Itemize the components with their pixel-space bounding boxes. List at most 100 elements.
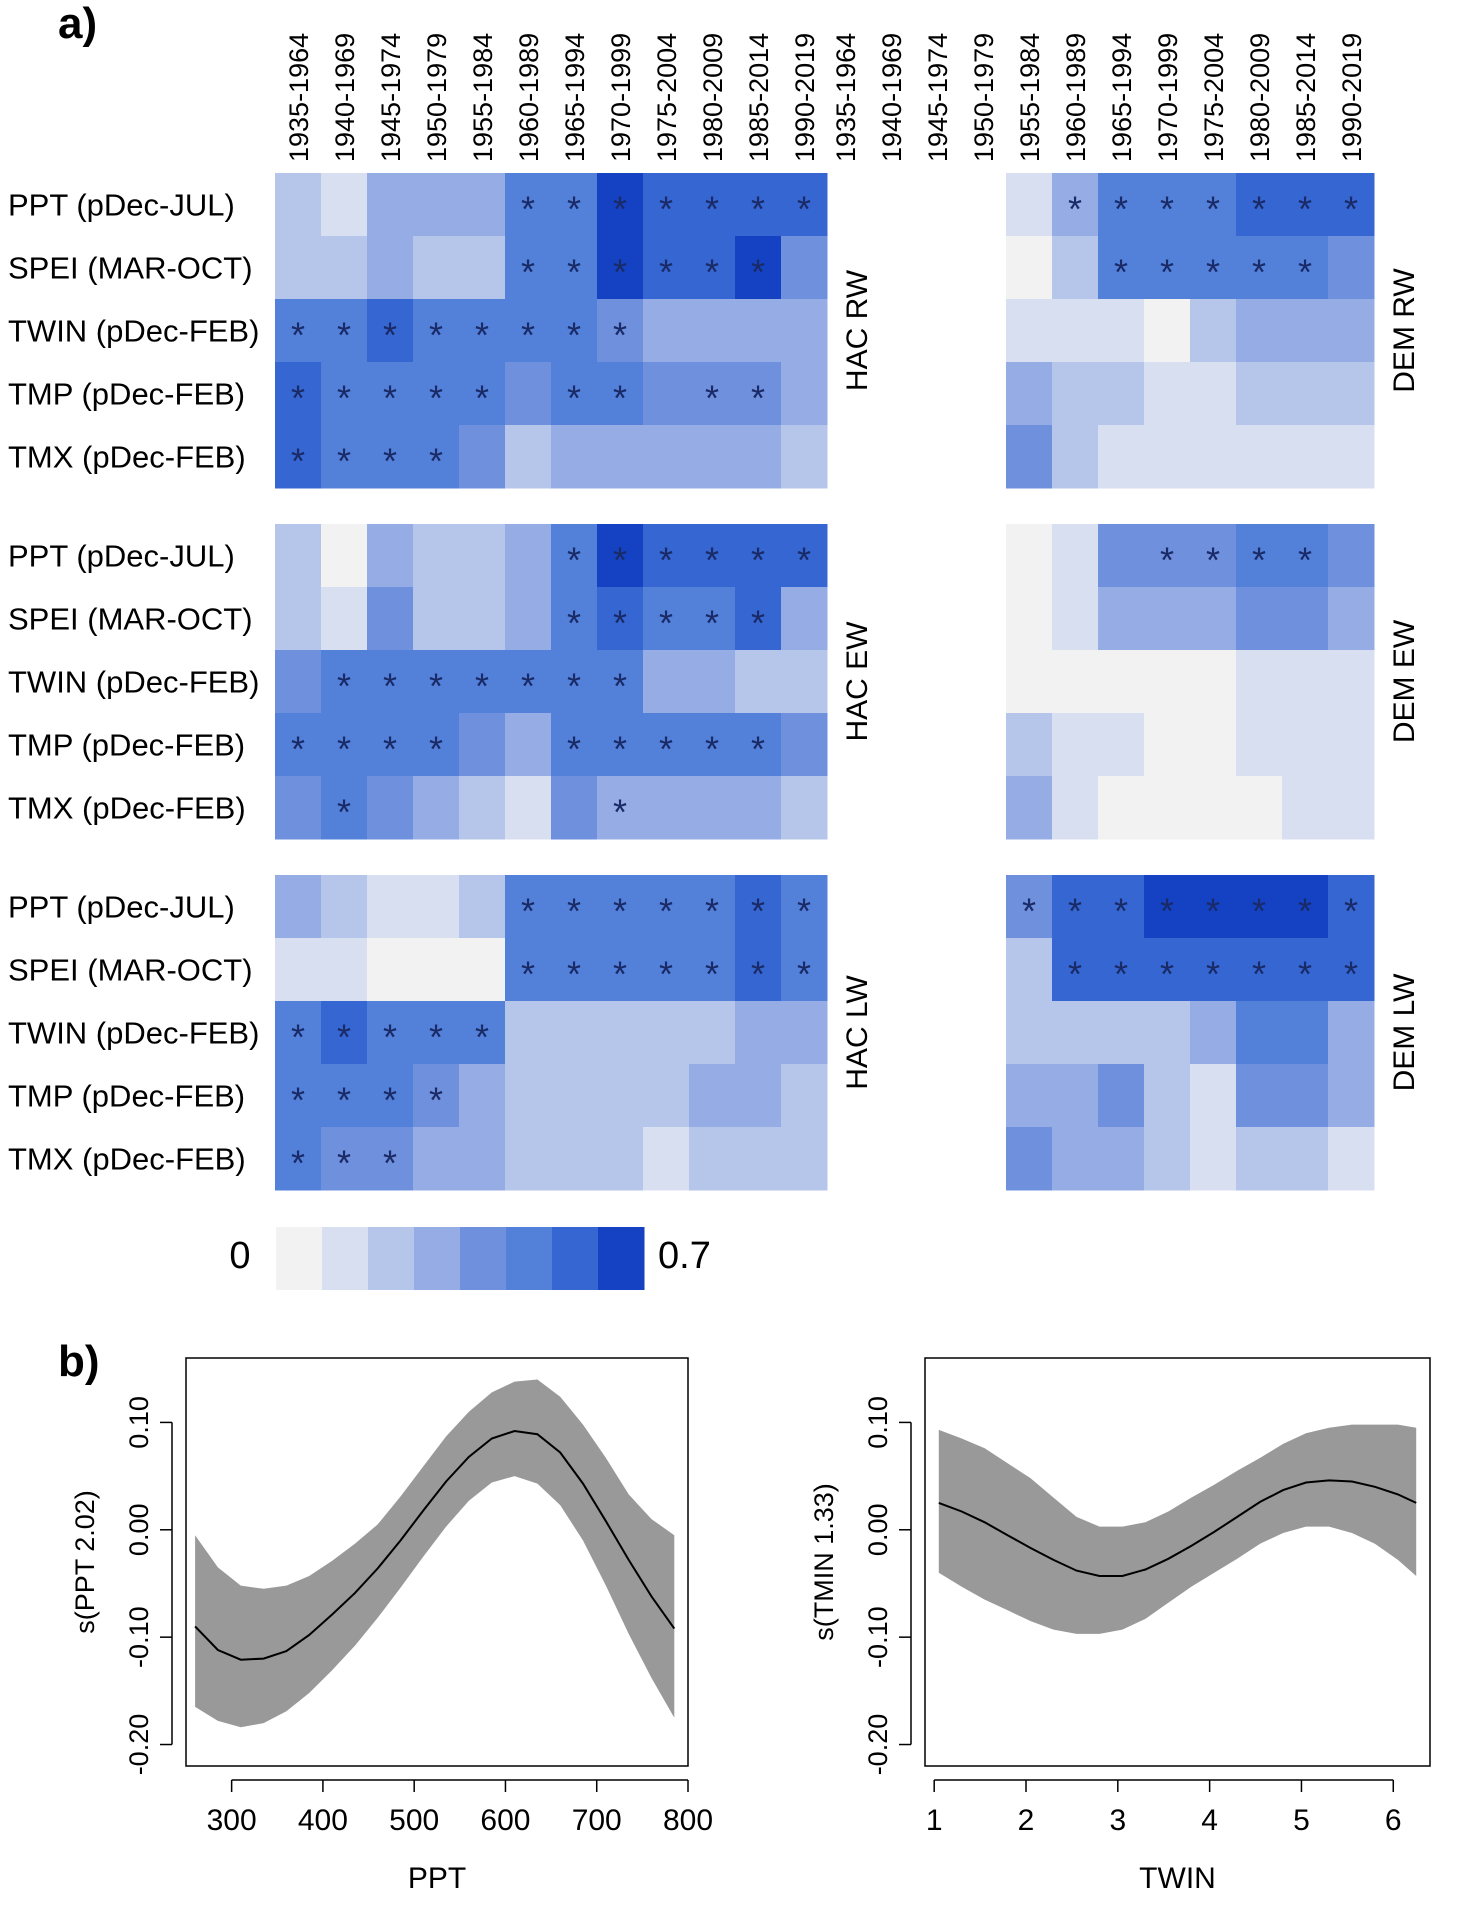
heatmap-cell bbox=[1282, 524, 1329, 588]
period-label: 1965-1994 bbox=[560, 33, 590, 162]
period-label: 1980-2009 bbox=[698, 33, 728, 162]
heatmap-cell bbox=[551, 299, 598, 363]
site-label: HAC RW bbox=[841, 269, 874, 391]
x-tick-label: 500 bbox=[389, 1804, 439, 1837]
heatmap-cell bbox=[413, 425, 460, 489]
heatmap-cell bbox=[643, 425, 690, 489]
heatmap-cell bbox=[689, 236, 736, 300]
variable-label: TWIN (pDec-FEB) bbox=[8, 665, 259, 700]
significance-marker: * bbox=[797, 189, 811, 230]
significance-marker: * bbox=[521, 954, 535, 995]
heatmap-cell bbox=[367, 425, 414, 489]
fitted-curve bbox=[194, 1429, 676, 1661]
heatmap-cell bbox=[1282, 173, 1329, 237]
heatmap-cell bbox=[1052, 776, 1099, 840]
heatmap-cell bbox=[1282, 875, 1329, 939]
significance-marker: * bbox=[337, 441, 351, 482]
heatmap-cell bbox=[1236, 299, 1283, 363]
significance-marker: * bbox=[1344, 954, 1358, 995]
heatmap-cell bbox=[781, 524, 828, 588]
heatmap-cell bbox=[367, 236, 414, 300]
smooth-plot-ppt: 300 400 500 600 700 800 PPT -0.20 -0.10 0.00 0.10 s… bbox=[70, 1357, 713, 1895]
heatmap-cell bbox=[1282, 1127, 1329, 1191]
heatmap-cell bbox=[1328, 236, 1375, 300]
significance-marker: * bbox=[1298, 954, 1312, 995]
y-axis-title: s(PPT 2.02) bbox=[70, 1490, 100, 1634]
heatmap-cell bbox=[459, 524, 506, 588]
heatmap-cell bbox=[459, 938, 506, 1002]
heatmap-cell bbox=[551, 524, 598, 588]
heatmap-cell bbox=[459, 1001, 506, 1065]
heatmap-cell bbox=[1190, 587, 1237, 651]
heatmap-cell bbox=[413, 299, 460, 363]
heatmap-cell bbox=[413, 713, 460, 777]
significance-marker: * bbox=[659, 540, 673, 581]
heatmap-cell bbox=[505, 650, 552, 714]
significance-marker: * bbox=[291, 1080, 305, 1121]
significance-marker: * bbox=[751, 729, 765, 770]
significance-marker: * bbox=[613, 729, 627, 770]
heatmap-cell bbox=[1236, 587, 1283, 651]
heatmap-cell bbox=[275, 1064, 322, 1128]
heatmap-cell bbox=[367, 875, 414, 939]
significance-marker: * bbox=[429, 666, 443, 707]
significance-marker: * bbox=[705, 540, 719, 581]
heatmap-cell bbox=[1282, 1001, 1329, 1065]
heatmap-cell bbox=[367, 1064, 414, 1128]
heatmap-cell bbox=[643, 173, 690, 237]
significance-marker: * bbox=[751, 603, 765, 644]
significance-marker: * bbox=[751, 378, 765, 419]
significance-marker: * bbox=[567, 666, 581, 707]
heatmap-cell bbox=[781, 1064, 828, 1128]
significance-marker: * bbox=[429, 378, 443, 419]
x-tick-label: 6 bbox=[1385, 1804, 1402, 1837]
heatmap-cell bbox=[735, 524, 782, 588]
x-axis-title: PPT bbox=[408, 1862, 466, 1895]
heatmap-cell bbox=[781, 173, 828, 237]
heatmap-cell bbox=[551, 938, 598, 1002]
heatmap-cell bbox=[413, 1127, 460, 1191]
significance-marker: * bbox=[567, 252, 581, 293]
significance-marker: * bbox=[751, 189, 765, 230]
period-label: 1950-1979 bbox=[969, 33, 999, 162]
fitted-curve bbox=[938, 1479, 1417, 1577]
heatmap-cell bbox=[1190, 713, 1237, 777]
heatmap-cell bbox=[1190, 173, 1237, 237]
significance-marker: * bbox=[1206, 252, 1220, 293]
heatmap-cell bbox=[1190, 938, 1237, 1002]
heatmap-cell bbox=[551, 236, 598, 300]
variable-label: PPT (pDec-JUL) bbox=[8, 539, 235, 574]
heatmap-cell bbox=[459, 650, 506, 714]
heatmap-cell bbox=[551, 1001, 598, 1065]
heatmap-cell bbox=[367, 173, 414, 237]
heatmap-cell bbox=[551, 875, 598, 939]
variable-label: SPEI (MAR-OCT) bbox=[8, 953, 253, 988]
heatmap-cell bbox=[505, 236, 552, 300]
heatmap-cell bbox=[505, 173, 552, 237]
heatmap-cell bbox=[321, 713, 368, 777]
heatmap-cell bbox=[275, 1127, 322, 1191]
heatmap-cell bbox=[643, 1064, 690, 1128]
period-label: 1975-2004 bbox=[652, 33, 682, 162]
heatmap-cell bbox=[597, 1001, 644, 1065]
heatmap-cell bbox=[321, 875, 368, 939]
heatmap-cell bbox=[1006, 173, 1053, 237]
colorbar-swatch bbox=[322, 1227, 369, 1290]
heatmap-cell bbox=[1006, 875, 1053, 939]
heatmap-cell bbox=[735, 776, 782, 840]
heatmap-cell bbox=[1098, 425, 1145, 489]
heatmap-cell bbox=[1144, 299, 1191, 363]
period-label: 1950-1979 bbox=[422, 33, 452, 162]
heatmap-cell bbox=[643, 875, 690, 939]
variable-label: PPT (pDec-JUL) bbox=[8, 188, 235, 223]
significance-marker: * bbox=[337, 666, 351, 707]
heatmap-cell bbox=[459, 1127, 506, 1191]
period-label: 1955-1984 bbox=[1015, 33, 1045, 162]
heatmap-cell bbox=[1144, 875, 1191, 939]
heatmap-cell bbox=[597, 362, 644, 426]
variable-label: TWIN (pDec-FEB) bbox=[8, 314, 259, 349]
heatmap-cell bbox=[1006, 236, 1053, 300]
heatmap-cell bbox=[275, 713, 322, 777]
significance-marker: * bbox=[383, 441, 397, 482]
x-tick-label: 800 bbox=[663, 1804, 713, 1837]
